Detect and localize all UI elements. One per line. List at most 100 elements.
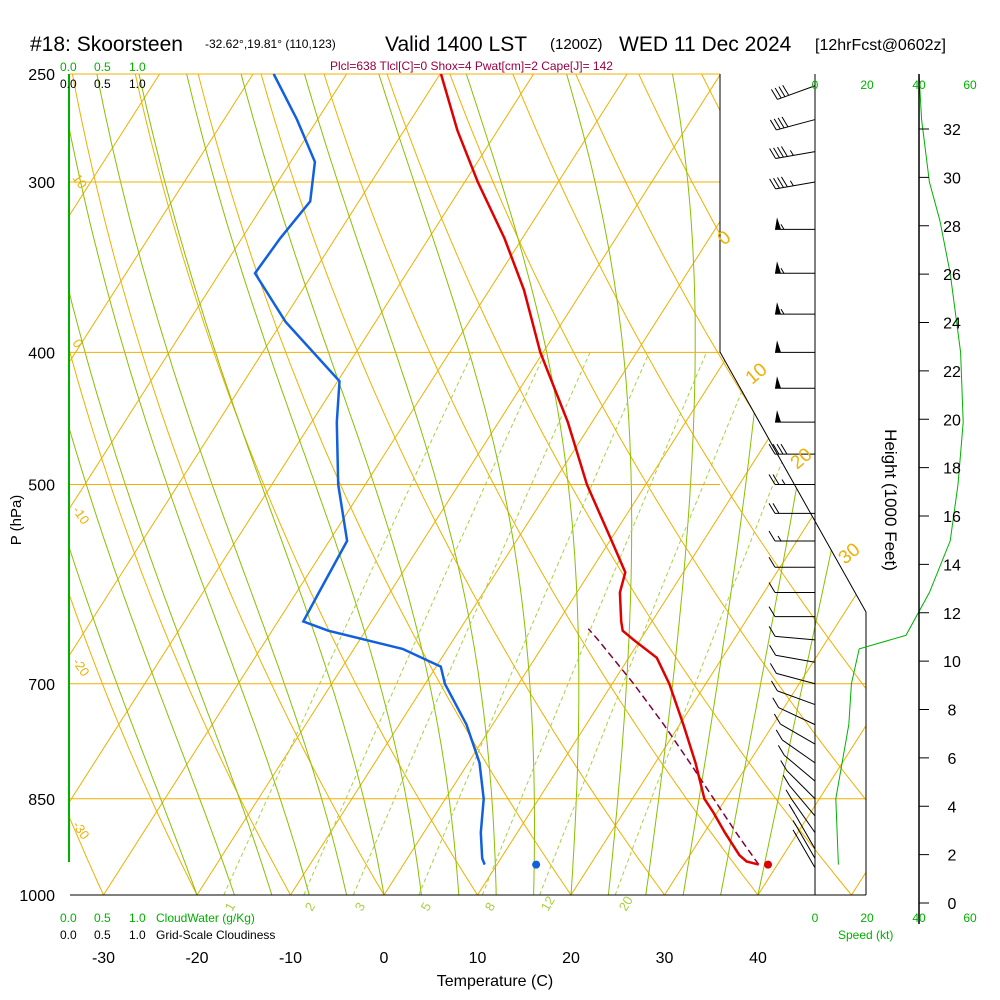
wind-barb-staff xyxy=(775,181,816,190)
dry-adiabat-label: -10 xyxy=(70,503,93,527)
wind-barb-flag xyxy=(777,745,785,756)
cloudwater-scale-bottom: 0.0 0.5 1.0 0.0 0.5 1.0 xyxy=(60,911,146,942)
wind-barb xyxy=(773,713,816,745)
mixing-ratio-line xyxy=(352,352,591,895)
stability-indices: Plcl=638 Tlcl[C]=0 Shox=4 Pwat[cm]=2 Cap… xyxy=(330,59,613,73)
wind-barb-half-flag xyxy=(777,535,782,542)
wind-barb-half-flag xyxy=(789,180,794,187)
speed-tick-label-top: 40 xyxy=(912,78,926,92)
temperature-tick-label: -10 xyxy=(279,950,302,967)
wind-barb-staff xyxy=(777,690,816,706)
moist-adiabat-label: 0 xyxy=(714,227,736,250)
moist-adiabat-lines xyxy=(70,74,866,895)
wind-barb-flag xyxy=(774,87,782,99)
forecast-date: WED 11 Dec 2024 xyxy=(619,33,792,56)
wind-barb-flag xyxy=(769,178,777,190)
temperature-tick-label: 10 xyxy=(469,950,487,967)
wind-barb xyxy=(792,829,816,868)
dry-adiabat-label: 10 xyxy=(70,171,91,191)
wind-barb-flag xyxy=(769,148,777,159)
wind-barb-staff xyxy=(794,813,816,850)
height-tick-label: 30 xyxy=(943,170,961,187)
wind-barb xyxy=(768,474,815,485)
forecast-run: [12hrFcst@0602z] xyxy=(815,37,946,54)
wind-barb-staff xyxy=(786,770,816,800)
parcel-trace xyxy=(587,628,760,866)
sounding-profiles xyxy=(253,73,773,869)
wind-barb xyxy=(768,606,815,618)
cloudwater-scale-top: 0.0 0.5 1.0 0.0 0.5 1.0 xyxy=(60,60,146,91)
cloudwater-tick: 1.0 xyxy=(129,60,146,74)
mixing-ratio-label: 2 xyxy=(302,900,319,914)
moist-adiabat-line xyxy=(757,74,866,895)
speed-tick-label-top: 0 xyxy=(812,78,819,92)
plot-boundary xyxy=(719,74,867,895)
right-panel: 0246810121416182022242628303200202040406… xyxy=(812,73,977,925)
wind-barb-staff xyxy=(778,707,816,726)
moist-adiabat-label: 20 xyxy=(787,444,817,474)
wind-barb-half-flag xyxy=(780,308,785,315)
dry-adiabat-label: -30 xyxy=(70,818,93,842)
wind-barb xyxy=(775,217,815,230)
station-coords: -32.62°,19.81° (110,123) xyxy=(205,37,336,51)
wind-barb-pennant xyxy=(775,340,781,353)
mixing-ratio-label: 8 xyxy=(482,900,499,914)
moist-adiabat-line xyxy=(186,74,422,895)
height-tick-label: 28 xyxy=(943,219,961,236)
wind-barb-staff xyxy=(775,151,816,160)
speed-tick-label-top: 60 xyxy=(963,78,977,92)
speed-tick-label-bottom: 60 xyxy=(963,911,977,925)
moist-adiabat-line xyxy=(70,74,310,895)
wind-barb-half-flag xyxy=(780,268,785,274)
wind-barb-staff xyxy=(776,672,816,685)
wind-barb xyxy=(792,820,816,859)
dewpoint-profile xyxy=(253,73,486,866)
wind-barb-flag xyxy=(782,85,790,96)
utc-time: (1200Z) xyxy=(550,36,603,53)
cloudiness-tick: 1.0 xyxy=(129,928,146,942)
dry-adiabat-line xyxy=(70,74,291,895)
temperature-tick-label: 20 xyxy=(562,950,580,967)
height-tick-label: 12 xyxy=(943,606,961,623)
wind-barb-staff xyxy=(788,784,816,817)
wind-barb-flag xyxy=(788,803,796,815)
cloudwater-tick: 0.0 xyxy=(60,911,77,925)
wind-barb-flag xyxy=(768,443,776,455)
height-tick-label: 32 xyxy=(943,122,961,139)
cloudiness-tick: 1.0 xyxy=(129,77,146,91)
moist-adiabat-line xyxy=(465,74,580,895)
wind-barb-flag xyxy=(772,474,780,485)
wind-barb-pennant xyxy=(775,302,781,315)
isotherm-line xyxy=(477,74,866,895)
wind-barb xyxy=(768,443,815,455)
cloudwater-tick: 0.5 xyxy=(94,911,111,925)
height-tick-label: 18 xyxy=(943,461,961,478)
x-axis-title: Temperature (C) xyxy=(437,973,553,990)
dry-adiabat-line xyxy=(826,74,866,895)
height-tick-label: 0 xyxy=(948,896,957,913)
wind-barb xyxy=(777,745,816,782)
pressure-tick-label: 500 xyxy=(28,478,55,495)
wind-barb-flag xyxy=(780,176,788,188)
wind-barb-flag xyxy=(777,177,784,188)
height-tick-label: 4 xyxy=(948,799,957,816)
mixing-ratio-label: 3 xyxy=(352,900,369,914)
wind-barbs xyxy=(768,85,816,868)
wind-barb xyxy=(770,85,816,100)
pressure-tick-label: 850 xyxy=(28,792,55,809)
wind-barb xyxy=(768,503,815,514)
wind-barb-staff xyxy=(791,799,816,833)
wind-barb-half-flag xyxy=(792,829,797,836)
wind-barb-half-flag xyxy=(781,479,786,485)
dry-adiabat-line xyxy=(134,74,478,895)
speed-tick-label-bottom: 40 xyxy=(912,911,926,925)
wind-barb-half-flag xyxy=(780,224,785,230)
moist-adiabat-line xyxy=(645,74,696,895)
height-tick-label: 16 xyxy=(943,509,961,526)
wind-barb-flag xyxy=(769,645,777,656)
cloudwater-tick: 0.5 xyxy=(94,60,111,74)
wind-barb-staff xyxy=(775,635,816,641)
height-tick-label: 14 xyxy=(943,557,961,574)
